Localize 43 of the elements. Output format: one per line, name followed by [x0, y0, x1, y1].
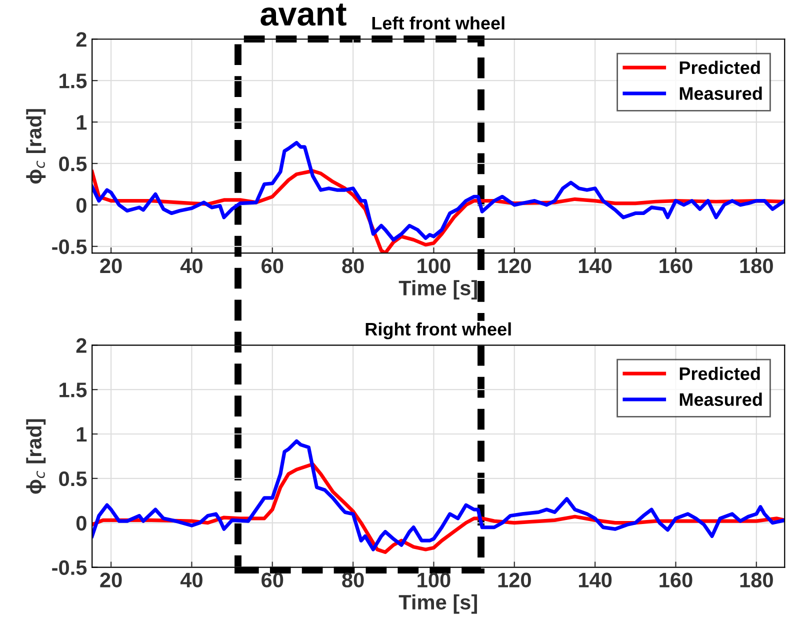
x-tick-label: 100 — [418, 572, 450, 588]
x-tick-label: 80 — [342, 572, 364, 588]
legend-label: Predicted — [680, 366, 760, 380]
x-tick-label: 160 — [660, 572, 692, 588]
line-series — [92, 439, 785, 552]
x-tick-label: 100 — [418, 258, 450, 274]
legend-label: Predicted — [680, 60, 760, 74]
y-tick-label: 2 — [76, 338, 86, 353]
x-tick-label: 60 — [262, 572, 284, 588]
chart-title: Left front wheel — [372, 16, 504, 30]
y-tick-label: -0.5 — [52, 239, 87, 254]
y-tick-label: 0 — [76, 198, 86, 213]
x-axis-title: Time [s] — [398, 280, 477, 300]
x-tick-label: 120 — [498, 572, 531, 588]
y-tick-label: 2 — [76, 32, 86, 47]
x-tick-label: 80 — [342, 258, 364, 274]
y-tick-label: 0.5 — [59, 156, 87, 172]
x-tick-label: 140 — [578, 258, 612, 274]
x-tick-label: 20 — [100, 572, 122, 588]
y-tick-label: 1 — [76, 115, 87, 130]
y-tick-label: 0.5 — [59, 471, 87, 486]
y-tick-label: 0 — [76, 516, 86, 531]
x-tick-label: 40 — [180, 258, 202, 274]
chart-title: Right front wheel — [366, 322, 511, 340]
x-tick-label: 180 — [740, 572, 773, 588]
y-tick-label: 1.5 — [60, 74, 87, 88]
x-tick-label: 120 — [498, 258, 531, 274]
legend-label: Measured — [680, 392, 762, 406]
x-tick-label: 140 — [578, 572, 612, 588]
x-tick-label: 160 — [660, 258, 692, 274]
x-tick-label: 180 — [740, 258, 773, 274]
x-axis-title: Time [s] — [398, 594, 477, 614]
y-axis-title: ϕ$_{c}$ [rad] — [26, 419, 46, 494]
legend-label: Measured — [680, 86, 762, 100]
y-tick-label: -0.5 — [52, 560, 87, 576]
x-tick-label: 20 — [100, 258, 122, 274]
y-tick-label: 1.5 — [60, 382, 87, 398]
y-axis-title: ϕ$_{c}$ [rad] — [26, 109, 46, 184]
x-tick-label: 60 — [262, 258, 284, 274]
text: avant — [260, 4, 346, 26]
x-tick-label: 40 — [180, 572, 202, 588]
line-series — [92, 140, 785, 242]
y-tick-label: 1 — [76, 427, 87, 442]
